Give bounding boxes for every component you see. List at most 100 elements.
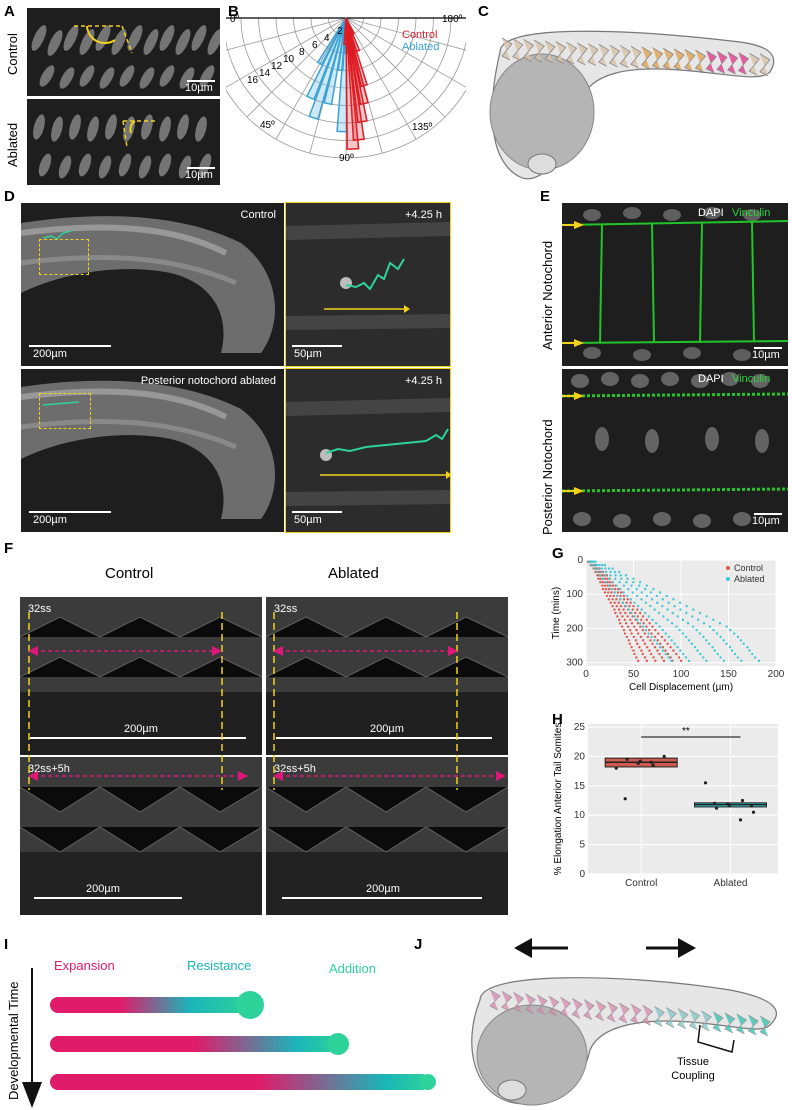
panel-j-somite: [688, 1009, 701, 1031]
panel-g-point-ablated: [678, 601, 682, 604]
panel-d-ablated-time: +4.25 h: [404, 375, 442, 387]
panel-j-somite: [548, 995, 560, 1017]
panel-g-point-control: [643, 642, 647, 645]
panel-c-somite: [705, 50, 717, 74]
panel-g-point-control: [622, 594, 626, 598]
panel-f-ablated-title: Ablated: [328, 565, 379, 582]
panel-b-angle-45: 45º: [260, 120, 275, 131]
panel-g-point-ablated: [653, 608, 656, 611]
panel-g-point-control: [634, 639, 638, 642]
panel-g-point-ablated: [647, 615, 651, 618]
panel-g-point-ablated: [676, 645, 679, 649]
panel-g-point-control: [601, 574, 605, 577]
panel-g-point-ablated: [661, 604, 664, 608]
panel-g-point-ablated: [621, 601, 625, 604]
panel-g-point-control: [636, 642, 639, 645]
panel-e-anterior-scalebar: [754, 347, 782, 349]
panel-g-point-ablated: [702, 635, 705, 639]
panel-f-ablated-bottom-scale-text: 200µm: [366, 883, 400, 895]
panel-g-point-control: [630, 645, 633, 649]
panel-g-point-ablated: [666, 608, 669, 611]
panel-g-point-ablated: [604, 574, 607, 577]
panel-g-legend-label: Control: [734, 563, 763, 573]
panel-d-ablated-zoom-scalebar: [292, 511, 342, 513]
panel-g-point-ablated: [719, 635, 722, 639]
panel-g-point-ablated: [681, 652, 685, 656]
panel-e-posterior-vinculin: Vinculin: [732, 373, 771, 385]
panel-d-control-zoom-scalebar: [292, 345, 342, 347]
panel-g-point-ablated: [600, 567, 603, 570]
panel-g-x-axis-label: Cell Displacement (µm): [629, 682, 733, 693]
panel-g-point-control: [609, 594, 612, 598]
panel-b-rose-plot: 0º 180º 45º 90º 135º 2 4 6 8 10 12 14 16…: [226, 14, 466, 164]
panel-g-y-tick: 200: [566, 623, 583, 634]
panel-h-point: [738, 818, 743, 822]
panel-g-point-control: [608, 581, 612, 584]
panel-g-point-control: [631, 608, 634, 611]
panel-g-point-control: [679, 659, 683, 663]
panel-g-point-control: [606, 577, 609, 581]
panel-g-point-ablated: [649, 591, 653, 594]
panel-g-point-ablated: [613, 570, 617, 574]
panel-g-x-tick: 0: [583, 669, 589, 680]
panel-h-x-tick: Ablated: [714, 878, 748, 889]
panel-g-point-control: [632, 635, 636, 639]
panel-i-time-arrow: [22, 968, 42, 1108]
panel-g-point-ablated: [664, 652, 667, 656]
panel-g-point-control: [658, 652, 661, 656]
panel-g-point-ablated: [650, 598, 654, 601]
panel-c-somite: [673, 48, 685, 72]
panel-g-point-ablated: [596, 570, 599, 574]
panel-g-point-ablated: [753, 656, 757, 659]
panel-a-ablated-label: Ablated: [5, 122, 20, 167]
panel-g-point-control: [626, 625, 630, 628]
panel-g-point-ablated: [590, 563, 593, 567]
panel-g-point-control: [601, 587, 605, 591]
panel-g-point-ablated: [615, 584, 618, 587]
panel-b-ablated-wedge: [316, 17, 347, 66]
panel-i-bar-3-cap: [420, 1074, 436, 1090]
panel-g-point-control: [651, 642, 654, 645]
panel-g-point-control: [619, 604, 623, 608]
panel-g-point-ablated: [609, 574, 612, 577]
panel-c-somite: [662, 47, 674, 71]
panel-g-point-ablated: [681, 632, 685, 635]
panel-letter-h: H: [552, 711, 563, 728]
panel-g-point-ablated: [618, 581, 621, 584]
panel-g-point-control: [669, 645, 672, 649]
panel-f-control-bottom: 32ss+5h 200µm: [20, 757, 262, 915]
panel-f-control-top: 32ss 200µm: [20, 597, 262, 755]
panel-g-point-ablated: [658, 625, 661, 628]
panel-g-point-control: [627, 639, 630, 642]
panel-g-point-control: [604, 587, 608, 591]
panel-g-point-ablated: [713, 649, 717, 652]
panel-g-point-ablated: [673, 642, 676, 645]
panel-h-y-tick: 20: [574, 751, 586, 762]
panel-g-point-control: [637, 659, 640, 663]
panel-a-ablated-scalebar: [187, 167, 215, 169]
panel-g-point-control: [653, 645, 657, 649]
panel-b-radial-16: 16: [247, 75, 259, 86]
panel-g-point-ablated: [607, 567, 611, 570]
panel-h-point: [623, 797, 627, 801]
panel-h-point: [749, 804, 754, 808]
panel-h-point: [740, 798, 745, 803]
panel-g-point-ablated: [664, 632, 667, 635]
panel-g-point-control: [620, 625, 624, 628]
panel-g-point-control: [640, 618, 643, 622]
panel-letter-g: G: [552, 545, 564, 562]
panel-j-somite: [524, 993, 536, 1014]
panel-f-control-bottom-time: 32ss+5h: [28, 763, 70, 775]
panel-h-point: [614, 766, 618, 770]
panel-g-point-ablated: [640, 598, 643, 601]
panel-g-point-ablated: [638, 581, 642, 584]
panel-d-ablated-scalebar: [29, 511, 111, 513]
panel-d-control-time: +4.25 h: [404, 209, 442, 221]
panel-g-point-ablated: [687, 639, 691, 642]
panel-g-point-control: [619, 611, 622, 615]
panel-g-point-control: [656, 639, 659, 642]
panel-g-point-ablated: [651, 618, 654, 622]
panel-g-point-control: [616, 615, 619, 618]
panel-g-point-ablated: [690, 642, 694, 645]
panel-f-control-top-time: 32ss: [28, 603, 52, 615]
